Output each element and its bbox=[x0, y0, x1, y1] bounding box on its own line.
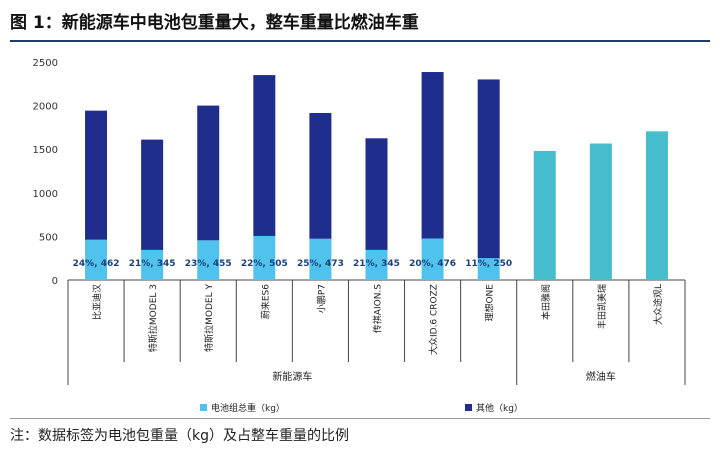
group-label: 新能源车 bbox=[272, 370, 312, 383]
bar-other bbox=[309, 113, 332, 239]
bar-other bbox=[141, 139, 164, 250]
legend-label-battery: 电池组总重（kg） bbox=[211, 402, 285, 414]
y-tick-label: 2000 bbox=[33, 102, 58, 113]
x-tick-label: 理想ONE bbox=[484, 284, 496, 322]
bar-battery bbox=[141, 249, 164, 280]
x-tick-label: 大众途观L bbox=[652, 284, 664, 325]
data-label: 21%, 345 bbox=[129, 259, 176, 269]
bar-battery bbox=[253, 235, 276, 280]
x-tick-label: 蔚来ES6 bbox=[259, 284, 271, 319]
bar-battery bbox=[365, 249, 388, 280]
bar-ice-total bbox=[533, 150, 556, 280]
y-tick-label: 1000 bbox=[33, 189, 58, 200]
data-label: 20%, 476 bbox=[409, 259, 456, 269]
figure-title: 图 1：新能源车中电池包重量大，整车重量比燃油车重 bbox=[10, 6, 710, 42]
y-tick-label: 500 bbox=[39, 232, 58, 243]
bar-other bbox=[421, 72, 444, 239]
x-tick-label: 特斯拉MODEL Y bbox=[203, 284, 215, 352]
y-tick-label: 2500 bbox=[33, 58, 58, 69]
bar-other bbox=[253, 75, 276, 236]
data-label: 22%, 505 bbox=[241, 259, 288, 269]
data-label: 25%, 473 bbox=[297, 259, 344, 269]
bar-battery bbox=[421, 238, 444, 280]
data-label: 21%, 345 bbox=[353, 259, 400, 269]
x-tick-label: 小鹏P7 bbox=[315, 284, 327, 313]
legend-swatch-battery bbox=[200, 404, 207, 411]
bar-other bbox=[477, 79, 500, 259]
x-tick-label: 特斯拉MODEL 3 bbox=[147, 284, 159, 352]
x-tick-label: 本田雅阁 bbox=[540, 284, 552, 320]
data-label: 11%, 250 bbox=[465, 259, 512, 269]
bar-ice-total bbox=[645, 131, 668, 280]
x-tick-label: 传祺AION.S bbox=[372, 284, 384, 333]
bar-battery bbox=[309, 238, 332, 280]
bar-other bbox=[365, 138, 388, 250]
bar-other bbox=[85, 110, 108, 240]
data-label: 23%, 455 bbox=[185, 259, 232, 269]
data-label: 24%, 462 bbox=[73, 259, 120, 269]
bar-battery bbox=[477, 258, 500, 280]
bar-battery bbox=[85, 239, 108, 280]
x-tick-label: 大众ID.6 CROZZ bbox=[428, 284, 440, 355]
bar-ice-total bbox=[589, 143, 612, 280]
figure-note: 注：数据标签为电池包重量（kg）及占整车重量的比例 bbox=[10, 418, 710, 453]
y-tick-label: 0 bbox=[52, 276, 58, 287]
y-tick-label: 1500 bbox=[33, 145, 58, 156]
bar-other bbox=[197, 105, 220, 241]
x-tick-label: 丰田凯美瑞 bbox=[596, 284, 608, 329]
group-label: 燃油车 bbox=[586, 370, 616, 383]
legend-swatch-other bbox=[465, 404, 472, 411]
legend-label-other: 其他（kg） bbox=[476, 402, 523, 414]
stacked-bar-chart: 0 500 1000 1500 2000 2500 24%, 462 比亚迪汉 21%, 345… bbox=[33, 58, 686, 414]
bar-battery bbox=[197, 240, 220, 280]
x-tick-label: 比亚迪汉 bbox=[91, 284, 103, 320]
